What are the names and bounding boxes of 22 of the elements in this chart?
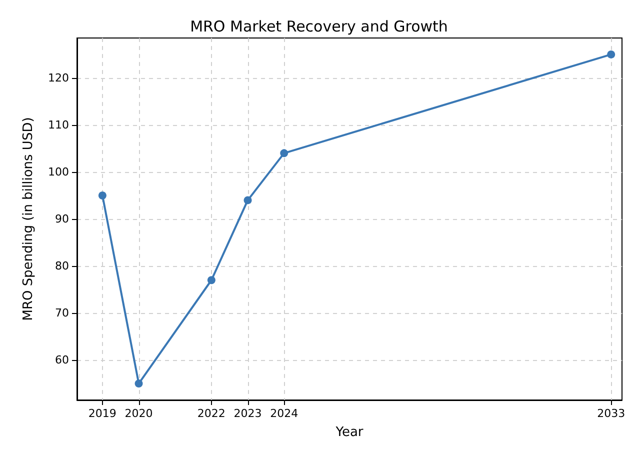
y-tick-label: 110 — [48, 118, 69, 132]
point — [244, 196, 252, 204]
x-tick-label: 2019 — [88, 407, 116, 420]
x-tick-label: 2024 — [270, 407, 298, 420]
y-tick-label: 80 — [55, 260, 69, 273]
y-tick-label: 60 — [55, 354, 69, 367]
y-tick-label: 120 — [48, 71, 69, 84]
y-tick-label: 100 — [48, 165, 69, 178]
point — [207, 276, 216, 284]
point — [280, 149, 288, 158]
x-tick-label: 2023 — [234, 407, 262, 420]
y-tick-label: 70 — [55, 306, 69, 320]
point — [607, 50, 616, 58]
point — [98, 191, 106, 200]
x-axis-title: Year — [334, 425, 364, 440]
y-axis-title: MRO Spending (in billions USD) — [21, 117, 36, 321]
chart-title: MRO Market Recovery and Growth — [190, 18, 448, 36]
x-tick-label: 2022 — [197, 407, 226, 420]
x-tick-label: 2020 — [124, 407, 153, 420]
x-tick-label: 2033 — [597, 407, 626, 420]
point — [134, 380, 143, 388]
y-tick-label: 90 — [55, 212, 69, 226]
